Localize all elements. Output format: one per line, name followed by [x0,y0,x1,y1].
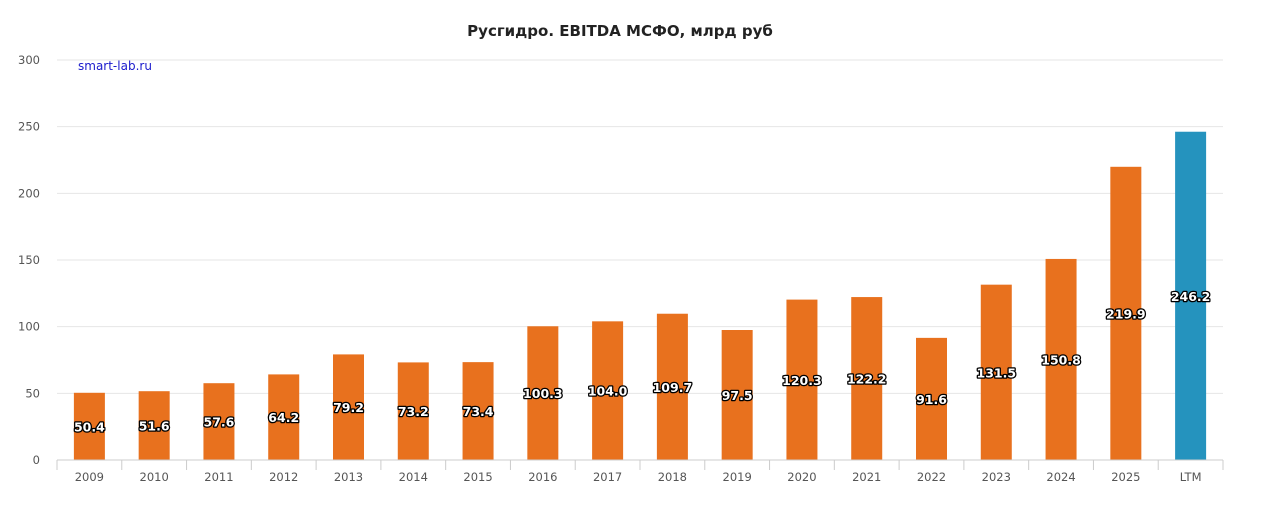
x-tick-label: 2022 [917,470,946,484]
bar-2014 [397,362,429,460]
y-tick-label: 100 [18,320,40,334]
data-label: 57.6 [204,415,235,430]
bar-2011 [203,383,235,460]
bar-2010 [138,391,170,460]
data-label: 100.3 [523,386,563,401]
data-label: 50.4 [74,419,105,434]
x-tick-label: 2019 [723,470,752,484]
data-label: 97.5 [722,388,753,403]
x-tick-label: 2014 [399,470,428,484]
x-tick-label: 2024 [1046,470,1075,484]
data-label: 219.9 [1106,306,1146,321]
data-label: 109.7 [653,380,693,395]
data-label: 120.3 [782,373,822,388]
data-label: 150.8 [1041,352,1081,367]
x-tick-label: 2010 [140,470,169,484]
x-tick-label: 2015 [463,470,492,484]
bars [73,131,1207,461]
bar-2021 [851,297,883,460]
data-label: 246.2 [1171,289,1211,304]
data-label: 79.2 [333,400,364,415]
x-tick-label: 2016 [528,470,557,484]
data-label: 73.2 [398,404,429,419]
x-tick-label: 2017 [593,470,622,484]
bar-2012 [268,374,300,460]
y-axis-ticks: 0 50 100 150 200 250 300 [18,53,40,467]
data-label: 64.2 [268,410,299,425]
data-label: 91.6 [916,392,947,407]
x-axis: 2009 2010 2011 2012 2013 2014 2015 2016 2017 2018… [56,459,1224,484]
data-label: 73.4 [463,404,494,419]
y-tick-label: 50 [25,386,40,400]
chart-title: Русгидро. EBITDA МСФО, млрд руб [467,22,773,40]
x-tick-label: 2025 [1111,470,1140,484]
bar-2017 [592,321,624,460]
bar-2018 [656,313,688,460]
bar-LTM [1175,131,1207,460]
y-tick-label: 200 [18,186,40,200]
data-label: 122.2 [847,372,887,387]
bar-2009 [73,392,105,460]
data-label: 51.6 [139,419,170,434]
x-tick-label: 2009 [75,470,104,484]
grid [57,59,1223,394]
bar-2015 [462,362,494,460]
x-tick-label: 2021 [852,470,881,484]
watermark: smart-lab.ru [78,59,152,73]
bar-2025 [1110,166,1142,461]
y-tick-label: 300 [18,53,40,67]
x-tick-label: 2020 [787,470,816,484]
x-tick-label: 2018 [658,470,687,484]
x-tick-label: LTM [1180,470,1202,484]
bar-2013 [333,354,364,460]
bar-2024 [1045,258,1077,460]
x-tick-label: 2023 [982,470,1011,484]
y-tick-label: 0 [33,453,40,467]
bar-2016 [527,326,559,460]
bar-2019 [721,330,753,460]
bar-2020 [786,299,818,460]
bar-2023 [980,284,1012,460]
x-tick-label: 2012 [269,470,298,484]
y-tick-label: 250 [18,120,40,134]
bar-2022 [916,337,947,460]
data-label: 104.0 [588,384,628,399]
data-label: 131.5 [977,365,1017,380]
x-tick-label: 2011 [204,470,233,484]
x-tick-label: 2013 [334,470,363,484]
y-tick-label: 150 [18,253,40,267]
data-labels: 50.4 51.6 57.6 64.2 79.2 73.2 73.4 100.3 104.0 10… [73,288,1212,436]
